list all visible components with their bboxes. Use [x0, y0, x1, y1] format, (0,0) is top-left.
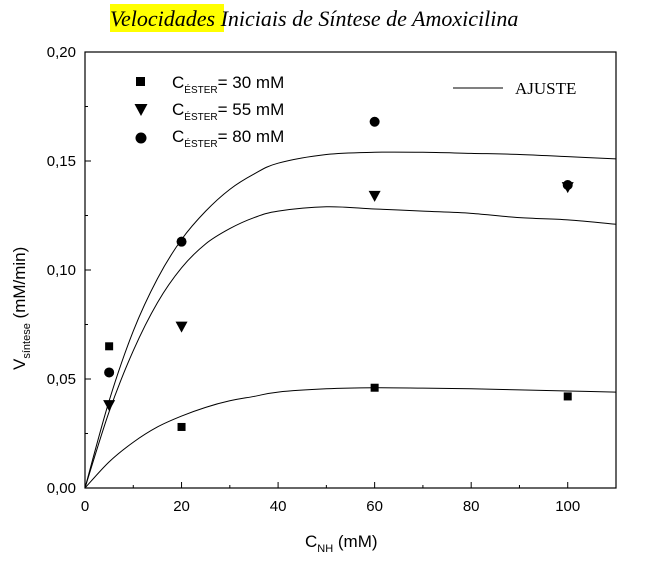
fit-curve: [84, 387, 617, 489]
data-point-triangle: [103, 400, 116, 412]
y-tick-label: 0,15: [47, 153, 76, 170]
data-point-triangle: [175, 321, 188, 333]
legend-item-80mm: CÉSTER= 80 mM: [135, 127, 284, 150]
title-rest: s Iniciais de Síntese de Amoxicilina: [207, 6, 519, 31]
data-point-circle: [104, 367, 115, 378]
plot-frame: [84, 51, 617, 489]
y-axis-label: Vsíntese (mM/min): [10, 247, 33, 370]
fit-curve: [84, 151, 617, 489]
data-point-circle: [562, 179, 573, 190]
y-tick-label: 0,05: [47, 371, 76, 388]
fit-curve: [84, 206, 617, 489]
data-point-square: [177, 422, 186, 431]
data-point-circle: [369, 116, 380, 127]
legend-label-55mm: CÉSTER= 55 mM: [172, 100, 284, 123]
legend-marker-square: [136, 77, 145, 86]
title-highlight: [110, 4, 224, 32]
data-point-square: [563, 392, 572, 401]
chart-title: Velocidades Iniciais de Síntese de Amoxi…: [110, 4, 518, 32]
legend-label-30mm: CÉSTER= 30 mM: [172, 73, 284, 96]
axis-ticks: 0 20 40 60 80 100 0,00 0,05 0,10 0,15 0,20: [47, 44, 580, 515]
x-axis-label: CNH (mM): [305, 532, 378, 555]
fit-curves: [84, 151, 617, 489]
legend-item-55mm: CÉSTER= 55 mM: [134, 100, 284, 123]
x-tick-label: 0: [81, 498, 89, 515]
legend-marker-triangle: [134, 104, 148, 116]
y-tick-label: 0,00: [47, 480, 76, 497]
x-tick-label: 40: [270, 498, 287, 515]
x-tick-label: 20: [173, 498, 190, 515]
x-tick-label: 100: [555, 498, 580, 515]
data-point-circle: [176, 236, 187, 247]
x-tick-label: 80: [463, 498, 480, 515]
fit-legend-label: AJUSTE: [515, 79, 576, 98]
title-highlight-word: Velocidade: [110, 6, 207, 31]
data-point-triangle: [368, 190, 381, 202]
data-point-square: [105, 342, 114, 351]
data-points: [103, 116, 574, 431]
legend-marker-circle: [135, 132, 147, 144]
y-tick-label: 0,20: [47, 44, 76, 61]
y-tick-label: 0,10: [47, 262, 76, 279]
x-tick-label: 60: [366, 498, 383, 515]
data-point-square: [370, 383, 379, 392]
legend-item-30mm: CÉSTER= 30 mM: [136, 73, 284, 96]
legend-label-80mm: CÉSTER= 80 mM: [172, 127, 284, 150]
series-legend: CÉSTER= 30 mM CÉSTER= 55 mM CÉSTER= 80 m…: [134, 73, 284, 150]
fit-legend: AJUSTE: [453, 79, 576, 98]
title-text: Velocidades Iniciais de Síntese de Amoxi…: [110, 6, 518, 31]
